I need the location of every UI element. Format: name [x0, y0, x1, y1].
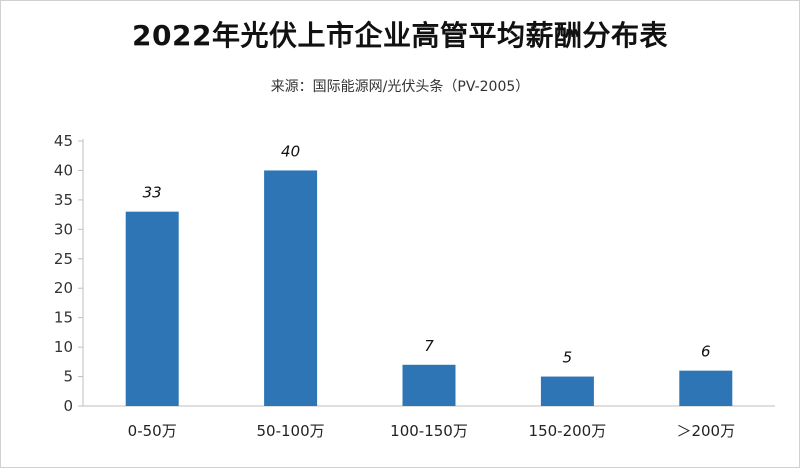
x-category-label: 50-100万	[257, 422, 325, 440]
data-label: 7	[424, 337, 434, 355]
data-label: 33	[143, 184, 162, 202]
y-tick-label: 35	[54, 191, 73, 209]
x-category-label: 0-50万	[128, 422, 177, 440]
x-category-label: 100-150万	[390, 422, 468, 440]
bar	[125, 211, 179, 406]
chart-subtitle: 来源：国际能源网/光伏头条（PV-2005）	[270, 79, 530, 95]
y-tick-label: 15	[54, 309, 73, 327]
y-tick-label: 25	[54, 250, 73, 268]
x-category-label: ＞200万	[676, 422, 735, 440]
chart-title: 2022年光伏上市企业高管平均薪酬分布表	[132, 19, 668, 52]
bar	[402, 364, 456, 406]
y-tick-label: 10	[54, 338, 73, 356]
y-tick-label: 0	[63, 397, 73, 415]
data-label: 40	[281, 142, 300, 160]
y-tick-label: 45	[54, 132, 73, 150]
y-tick-label: 30	[54, 220, 73, 238]
bar	[540, 376, 594, 406]
bar	[264, 170, 318, 406]
y-tick-label: 20	[54, 279, 73, 297]
y-tick-label: 40	[54, 161, 73, 179]
data-label: 6	[701, 343, 711, 361]
data-label: 5	[563, 349, 573, 367]
y-tick-label: 5	[63, 368, 73, 386]
x-category-label: 150-200万	[529, 422, 607, 440]
bar	[679, 370, 733, 406]
